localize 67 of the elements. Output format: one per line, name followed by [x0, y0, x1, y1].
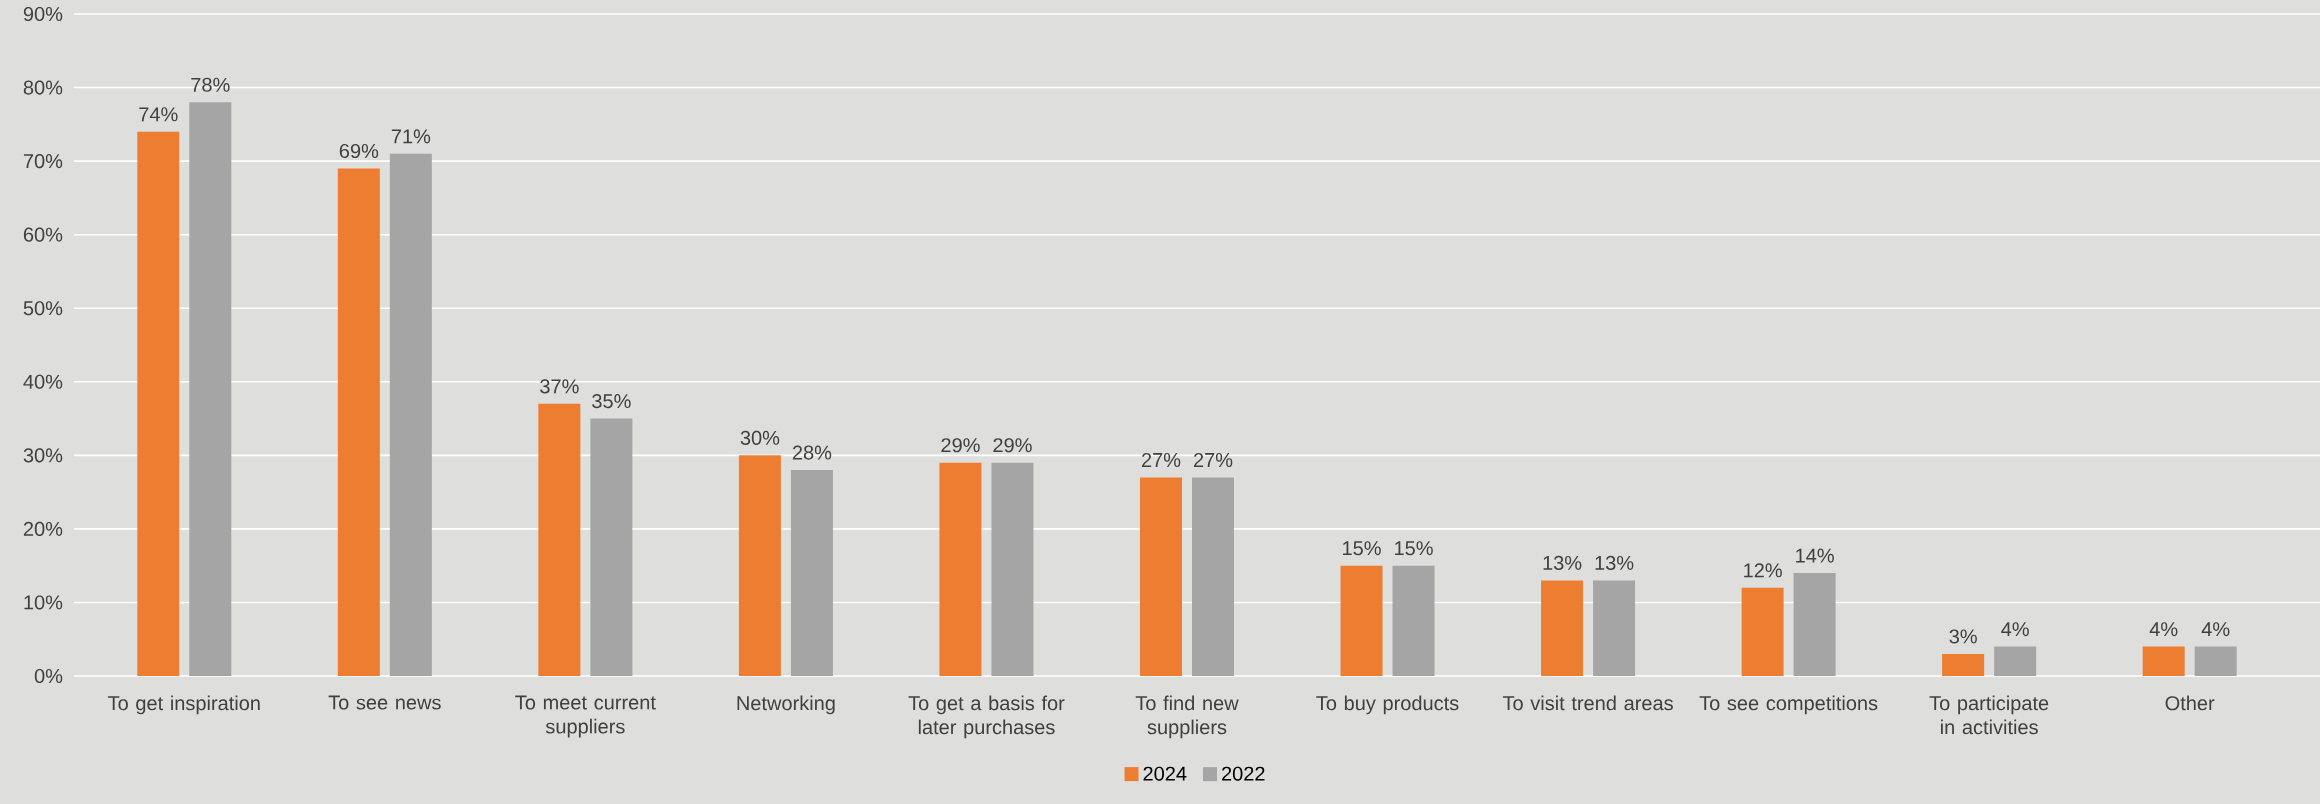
bar: [1741, 587, 1784, 676]
bar: [2194, 646, 2237, 676]
bar: [738, 455, 781, 676]
data-label: 4%: [2201, 622, 2230, 637]
bar: [337, 168, 380, 676]
y-tick-label: 0%: [34, 668, 63, 684]
y-tick-label: 80%: [23, 80, 63, 95]
bar: [1793, 573, 1836, 676]
data-label: 37%: [540, 379, 579, 394]
bar: [389, 153, 432, 676]
x-tick-label: To see competitions: [1699, 695, 1878, 715]
data-label: 13%: [1595, 555, 1634, 570]
bar: [2142, 646, 2185, 676]
y-tick-label: 70%: [23, 154, 63, 169]
bar: [137, 131, 180, 676]
data-label: 78%: [191, 77, 230, 92]
bar: [189, 102, 232, 676]
bar: [1392, 565, 1435, 676]
legend-label: 2022: [1222, 766, 1265, 781]
x-tick-label: Other: [2165, 695, 2215, 711]
bar: [590, 418, 633, 676]
x-tick-label: To visit trend areas: [1502, 695, 1673, 711]
x-tick-label: To meet current suppliers: [515, 695, 656, 738]
bar: [790, 470, 833, 676]
data-label: 27%: [1141, 452, 1181, 468]
data-label: 12%: [1744, 563, 1782, 578]
x-tick-label: To buy products: [1316, 695, 1459, 715]
y-tick-label: 30%: [23, 448, 63, 463]
data-label: 3%: [1949, 629, 1977, 644]
x-tick-label: To get a basis for later purchases: [908, 695, 1065, 739]
bar: [538, 403, 581, 676]
data-label: 4%: [2149, 622, 2178, 637]
bar: [1139, 477, 1182, 676]
y-tick-label: 50%: [23, 301, 63, 316]
data-label: 27%: [1193, 452, 1233, 468]
bar: [1340, 565, 1383, 676]
y-tick-label: 90%: [23, 6, 63, 22]
x-tick-label: Networking: [737, 695, 835, 715]
data-label: 13%: [1543, 555, 1582, 570]
data-label: 71%: [391, 129, 431, 144]
data-label: 35%: [592, 394, 631, 409]
bar: [1942, 653, 1985, 676]
y-tick-label: 20%: [23, 521, 63, 536]
data-label: 4%: [2001, 622, 2029, 637]
data-label: 69%: [339, 143, 379, 159]
y-tick-label: 60%: [23, 227, 63, 242]
bar: [1191, 477, 1234, 676]
data-label: 29%: [993, 438, 1032, 453]
data-label: 28%: [792, 445, 832, 460]
x-tick-label: To see news: [328, 695, 441, 710]
data-label: 15%: [1395, 541, 1433, 556]
data-label: 30%: [740, 430, 780, 445]
bar: [991, 462, 1034, 676]
bar: [1994, 646, 2037, 676]
bar: [1541, 580, 1584, 676]
bar: [1593, 580, 1636, 676]
data-label: 15%: [1343, 541, 1381, 556]
data-label: 29%: [941, 438, 980, 453]
x-tick-label: To get inspiration: [108, 695, 260, 715]
y-tick-label: 10%: [24, 595, 63, 610]
data-label: 14%: [1796, 548, 1834, 563]
y-tick-label: 40%: [23, 374, 63, 389]
x-tick-label: To participate in activities: [1929, 695, 2049, 735]
bar: [939, 462, 982, 676]
data-label: 74%: [139, 107, 178, 122]
x-tick-label: To find new suppliers: [1135, 695, 1239, 739]
legend-label: 2024: [1143, 766, 1187, 781]
